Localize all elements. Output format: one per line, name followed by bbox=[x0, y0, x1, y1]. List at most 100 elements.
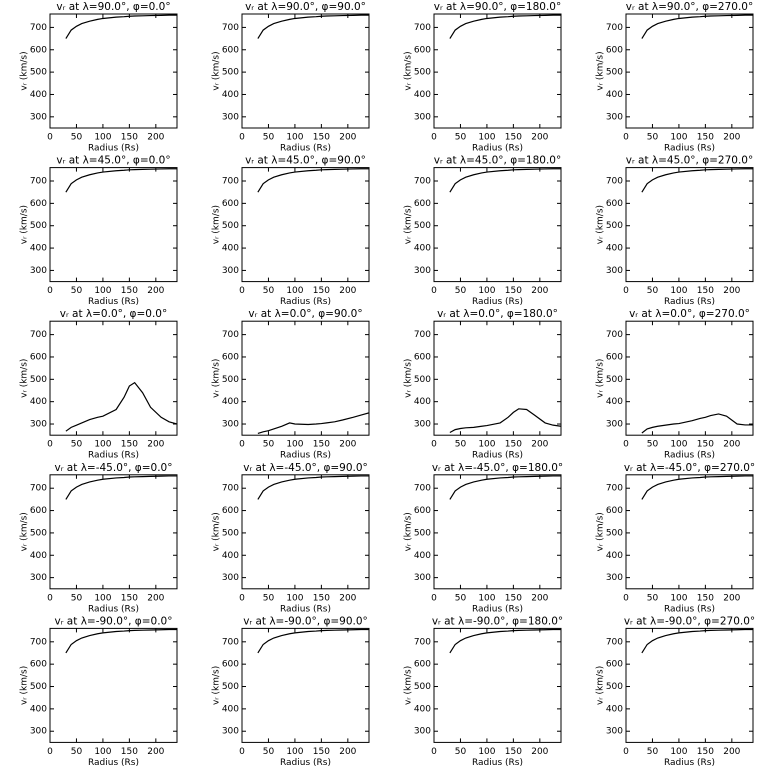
x-tick-label: 150 bbox=[121, 440, 138, 450]
panel: vᵣ at λ=90.0°, φ=90.0° Radius (Rs) vᵣ (km/… bbox=[212, 1, 370, 154]
y-tick-label: 300 bbox=[414, 112, 431, 122]
x-tick-label: 50 bbox=[647, 133, 659, 143]
y-tick-label: 600 bbox=[414, 45, 431, 55]
chart-title: vᵣ at λ=0.0°, φ=180.0° bbox=[437, 308, 558, 320]
x-tick-label: 50 bbox=[455, 286, 467, 296]
x-axis-label: Radius (Rs) bbox=[472, 297, 523, 307]
y-axis-label: vᵣ (km/s) bbox=[404, 512, 414, 551]
y-tick-label: 600 bbox=[414, 506, 431, 516]
y-tick-label: 300 bbox=[414, 727, 431, 737]
y-tick-label: 700 bbox=[30, 484, 47, 494]
y-tick-label: 400 bbox=[30, 551, 47, 561]
x-tick-label: 150 bbox=[697, 133, 714, 143]
y-tick-label: 700 bbox=[414, 637, 431, 647]
x-axis-label: Radius (Rs) bbox=[664, 604, 715, 614]
y-tick-label: 300 bbox=[222, 573, 239, 583]
x-tick-label: 100 bbox=[94, 133, 111, 143]
x-tick-label: 100 bbox=[670, 133, 687, 143]
y-axis-label: vᵣ (km/s) bbox=[212, 666, 222, 705]
y-tick-label: 300 bbox=[606, 573, 623, 583]
y-axis-label: vᵣ (km/s) bbox=[20, 512, 30, 551]
plot-frame bbox=[433, 320, 562, 436]
y-tick-label: 300 bbox=[30, 112, 47, 122]
x-tick-label: 0 bbox=[431, 593, 437, 603]
y-tick-label: 700 bbox=[414, 330, 431, 340]
data-line bbox=[449, 408, 561, 434]
y-tick-label: 600 bbox=[606, 45, 623, 55]
y-axis-label: vᵣ (km/s) bbox=[20, 359, 30, 398]
y-tick-label: 400 bbox=[222, 90, 239, 100]
plot-area bbox=[641, 475, 753, 500]
x-tick-label: 200 bbox=[339, 440, 356, 450]
x-tick-label: 50 bbox=[71, 286, 83, 296]
panel: vᵣ at λ=-90.0°, φ=270.0° Radius (Rs) vᵣ (k… bbox=[596, 615, 756, 768]
x-axis-label: Radius (Rs) bbox=[280, 144, 331, 154]
y-tick-label: 500 bbox=[606, 221, 623, 231]
plot-area bbox=[449, 168, 561, 193]
x-tick-label: 50 bbox=[263, 440, 275, 450]
x-tick-label: 0 bbox=[47, 593, 53, 603]
x-tick-label: 100 bbox=[670, 286, 687, 296]
y-tick-label: 700 bbox=[606, 177, 623, 187]
y-axis-label: vᵣ (km/s) bbox=[404, 51, 414, 90]
x-tick-label: 0 bbox=[431, 286, 437, 296]
panel: vᵣ at λ=0.0°, φ=90.0° Radius (Rs) vᵣ (km/s… bbox=[212, 308, 370, 461]
data-line bbox=[641, 628, 753, 654]
y-tick-label: 700 bbox=[222, 177, 239, 187]
y-tick-label: 700 bbox=[606, 330, 623, 340]
plot-area bbox=[65, 381, 177, 432]
x-tick-label: 50 bbox=[647, 286, 659, 296]
x-axis-label: Radius (Rs) bbox=[280, 451, 331, 461]
y-axis-label: vᵣ (km/s) bbox=[404, 205, 414, 244]
chart-title: vᵣ at λ=-45.0°, φ=270.0° bbox=[624, 462, 755, 474]
y-tick-label: 300 bbox=[606, 266, 623, 276]
x-tick-label: 200 bbox=[147, 747, 164, 757]
panel: vᵣ at λ=-45.0°, φ=90.0° Radius (Rs) vᵣ (km… bbox=[212, 462, 370, 614]
plot-frame bbox=[433, 474, 562, 590]
y-axis-label: vᵣ (km/s) bbox=[404, 666, 414, 705]
chart-title: vᵣ at λ=-90.0°, φ=180.0° bbox=[432, 615, 563, 627]
x-tick-label: 150 bbox=[313, 593, 330, 603]
chart-title: vᵣ at λ=90.0°, φ=0.0° bbox=[56, 1, 170, 13]
x-tick-label: 200 bbox=[147, 286, 164, 296]
chart-title: vᵣ at λ=90.0°, φ=270.0° bbox=[626, 1, 754, 13]
x-tick-label: 0 bbox=[623, 133, 629, 143]
y-tick-label: 500 bbox=[222, 528, 239, 538]
data-line bbox=[449, 168, 561, 193]
x-tick-label: 200 bbox=[723, 133, 740, 143]
y-tick-label: 700 bbox=[30, 177, 47, 187]
x-tick-label: 0 bbox=[239, 133, 245, 143]
chart-title: vᵣ at λ=0.0°, φ=270.0° bbox=[629, 308, 750, 320]
plot-area bbox=[65, 475, 177, 500]
x-tick-label: 0 bbox=[239, 593, 245, 603]
x-tick-label: 150 bbox=[121, 593, 138, 603]
x-axis-label: Radius (Rs) bbox=[664, 451, 715, 461]
plot-frame bbox=[625, 474, 754, 590]
x-tick-label: 100 bbox=[286, 286, 303, 296]
x-tick-label: 200 bbox=[531, 286, 548, 296]
y-tick-label: 500 bbox=[606, 68, 623, 78]
y-tick-label: 400 bbox=[414, 90, 431, 100]
x-tick-label: 100 bbox=[94, 593, 111, 603]
y-tick-label: 400 bbox=[30, 90, 47, 100]
x-tick-label: 100 bbox=[286, 440, 303, 450]
y-tick-label: 300 bbox=[414, 420, 431, 430]
y-tick-label: 400 bbox=[606, 244, 623, 254]
y-tick-label: 400 bbox=[222, 704, 239, 714]
y-axis-label: vᵣ (km/s) bbox=[212, 205, 222, 244]
y-tick-label: 400 bbox=[606, 704, 623, 714]
plot-area bbox=[641, 168, 753, 193]
y-tick-label: 600 bbox=[606, 352, 623, 362]
y-tick-label: 500 bbox=[30, 528, 47, 538]
data-line bbox=[449, 628, 561, 654]
x-axis-label: Radius (Rs) bbox=[88, 758, 139, 768]
x-tick-label: 200 bbox=[531, 440, 548, 450]
y-tick-label: 300 bbox=[606, 112, 623, 122]
x-tick-label: 50 bbox=[263, 747, 275, 757]
x-tick-label: 0 bbox=[47, 133, 53, 143]
y-tick-label: 300 bbox=[222, 420, 239, 430]
x-tick-label: 100 bbox=[478, 747, 495, 757]
y-tick-label: 500 bbox=[414, 682, 431, 692]
y-tick-label: 500 bbox=[30, 68, 47, 78]
